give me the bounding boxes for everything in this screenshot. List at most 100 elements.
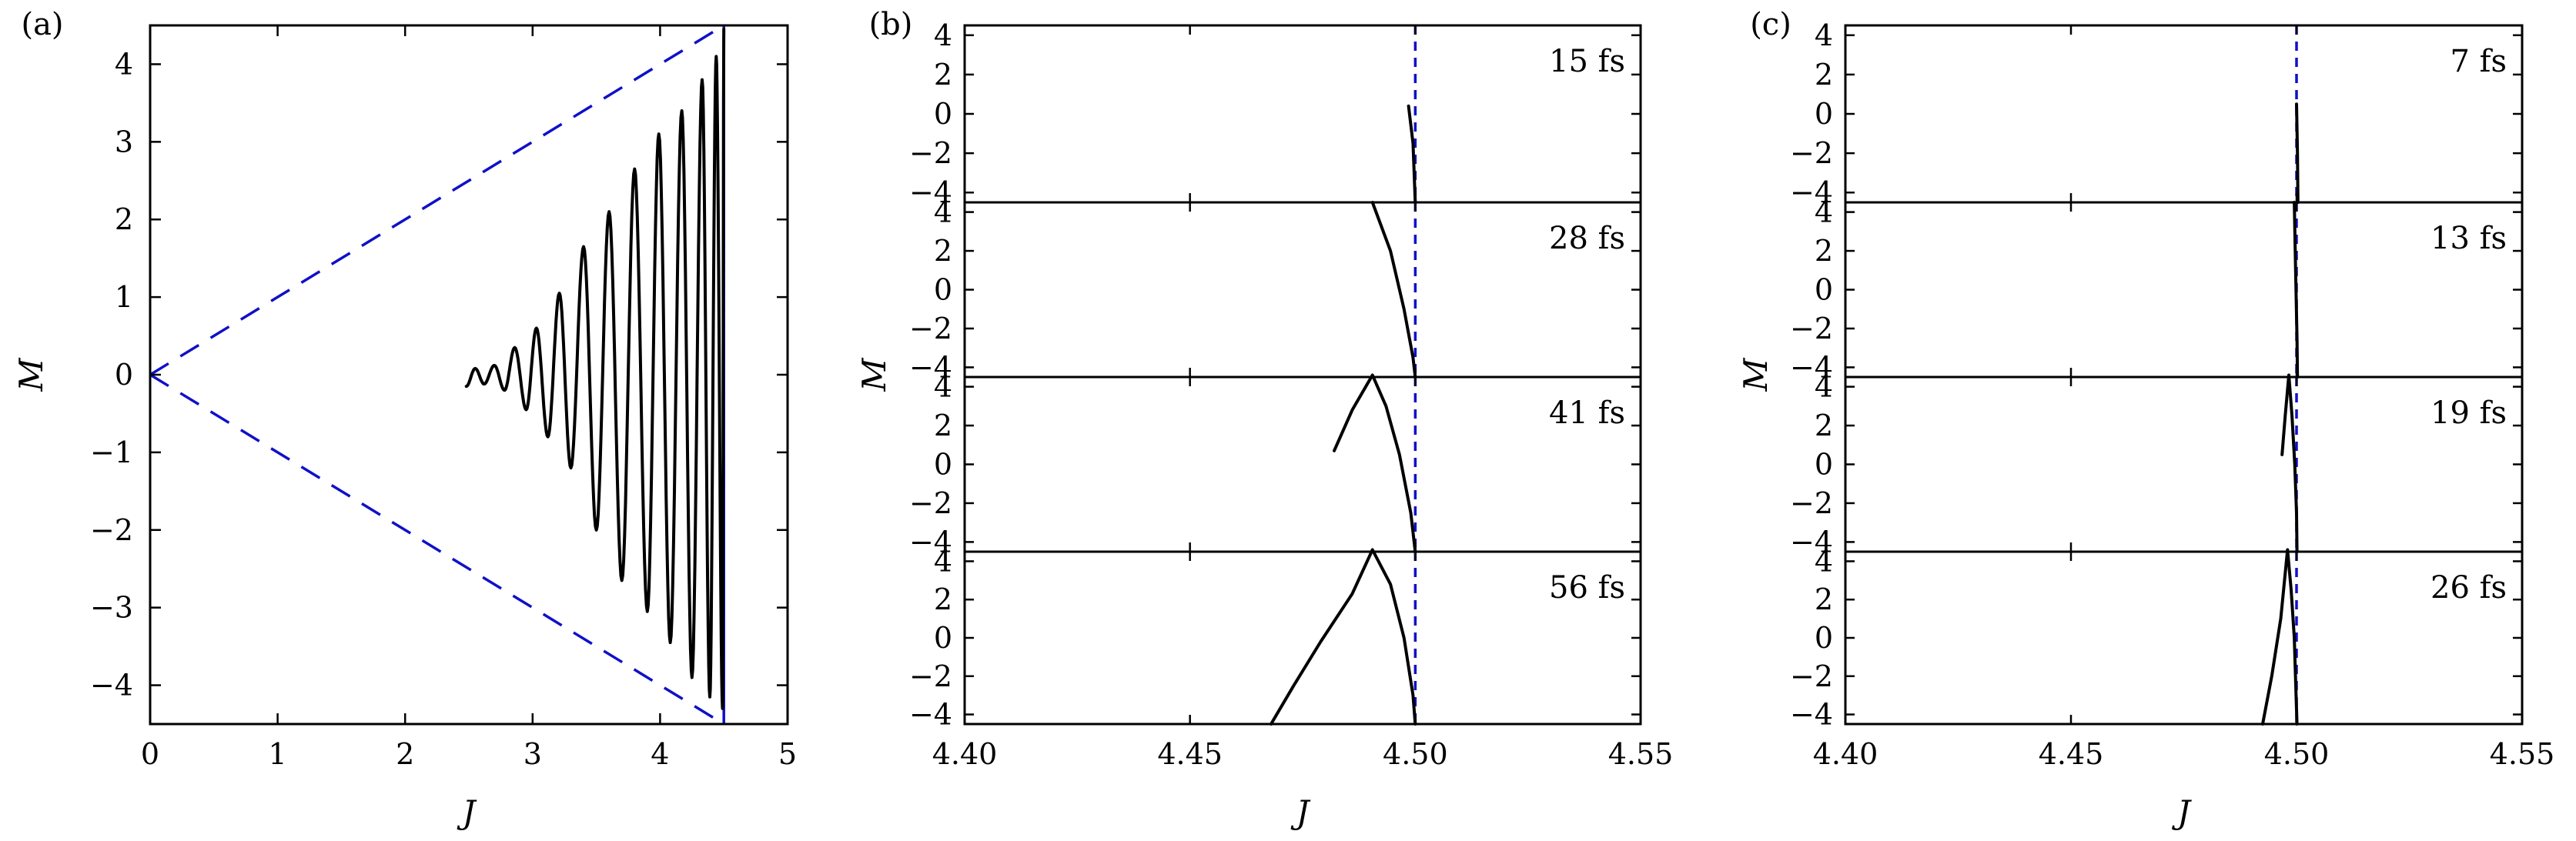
y-tick-label: −3 (90, 591, 133, 625)
y-tick-label: 0 (1815, 448, 1833, 482)
time-label: 19 fs (2430, 395, 2507, 431)
y-tick-label: −2 (1790, 312, 1833, 345)
x-tick-label: 0 (141, 737, 159, 771)
y-axis-title: M (1737, 358, 1775, 392)
subplot-2: −4 −2 0 2 4 28 fs (909, 195, 1642, 384)
y-axis-title: M (855, 358, 893, 392)
x-axis-title: J (1290, 793, 1311, 831)
subplot-frame (963, 550, 1642, 726)
y-tick-label: 4 (934, 195, 952, 229)
panel-label: (a) (21, 7, 63, 42)
series-line (1370, 201, 1417, 379)
y-tick-label: −2 (1790, 486, 1833, 520)
subplot-4: −4 −2 0 2 4 26 fs (1790, 544, 2524, 732)
subplot-3: −4 −2 0 2 4 41 fs (909, 370, 1642, 559)
y-tick-label: −4 (909, 350, 952, 384)
y-tick-label: 4 (1815, 18, 1833, 52)
subplot-frame (1844, 201, 2524, 379)
y-tick-label: −4 (90, 669, 133, 703)
x-axis-title: J (2171, 793, 2192, 831)
panel-label: (b) (869, 7, 913, 42)
series-line (2293, 201, 2300, 379)
x-tick-label: 4.50 (2264, 737, 2330, 771)
x-tick-label: 4.40 (1813, 737, 1878, 771)
time-label: 7 fs (2451, 44, 2507, 79)
y-tick-label: 4 (934, 18, 952, 52)
x-tick-label: 3 (524, 737, 542, 771)
time-label: 28 fs (1549, 221, 1625, 256)
y-tick-label: 2 (1815, 582, 1833, 616)
series-line (2295, 102, 2300, 204)
series-line (464, 28, 726, 710)
y-tick-label: 2 (934, 582, 952, 616)
y-tick-label: −4 (1790, 175, 1833, 209)
subplot-4: −4 −2 0 2 4 56 fs (909, 544, 1642, 732)
time-label: 41 fs (1549, 395, 1625, 431)
x-tick-label: 4.50 (1383, 737, 1448, 771)
y-tick-label: 1 (115, 280, 133, 314)
y-tick-label: 4 (934, 544, 952, 578)
reference-line (149, 24, 725, 376)
y-tick-label: 0 (1815, 273, 1833, 307)
x-tick-label: 4.55 (2490, 737, 2555, 771)
panel-label: (c) (1750, 7, 1791, 42)
series-line (1270, 548, 1417, 726)
y-tick-label: −4 (909, 698, 952, 732)
series-line (2261, 548, 2299, 726)
subplot-frame (1844, 24, 2524, 204)
y-tick-label: −4 (1790, 525, 1833, 559)
y-tick-label: 3 (115, 125, 133, 159)
subplot-frame (963, 24, 1642, 204)
x-tick-label: 1 (269, 737, 287, 771)
panel-a: (a) 0 1 2 3 4 5 −4 −3 −2 −1 0 1 2 3 4 J M (12, 7, 797, 831)
x-tick-label: 4.40 (932, 737, 998, 771)
y-tick-label: −4 (909, 525, 952, 559)
y-tick-label: −2 (909, 659, 952, 693)
y-tick-label: 0 (934, 273, 952, 307)
y-tick-label: 0 (1815, 97, 1833, 131)
plot-frame (149, 24, 789, 726)
x-tick-label: 4.45 (1157, 737, 1223, 771)
subplot-frame (1844, 375, 2524, 553)
time-label: 56 fs (1549, 570, 1625, 606)
series-line (2280, 373, 2299, 553)
y-tick-label: −4 (909, 175, 952, 209)
x-tick-label: 5 (778, 737, 797, 771)
x-tick-label: 4 (651, 737, 669, 771)
time-label: 26 fs (2430, 570, 2507, 606)
y-tick-label: 4 (1815, 544, 1833, 578)
y-tick-label: −2 (90, 513, 133, 547)
x-tick-label: 4.55 (1608, 737, 1674, 771)
y-tick-label: 2 (115, 202, 133, 236)
y-tick-label: −1 (90, 436, 133, 469)
subplot-frame (963, 375, 1642, 553)
y-tick-label: −2 (909, 486, 952, 520)
y-axis-title: M (12, 358, 50, 392)
y-tick-label: 2 (1815, 234, 1833, 268)
y-tick-label: −2 (909, 312, 952, 345)
y-tick-label: 4 (115, 47, 133, 81)
y-tick-label: 2 (934, 234, 952, 268)
subplot-frame (963, 201, 1642, 379)
y-tick-label: 0 (115, 358, 133, 392)
y-tick-label: 4 (934, 370, 952, 404)
series-line (1407, 104, 1417, 204)
y-tick-label: 0 (934, 448, 952, 482)
subplot-3: −4 −2 0 2 4 19 fs (1790, 370, 2524, 559)
subplot-2: −4 −2 0 2 4 13 fs (1790, 195, 2524, 384)
y-tick-label: −4 (1790, 350, 1833, 384)
subplot-1: −4 −2 0 2 4 7 fs (1790, 18, 2524, 209)
y-tick-label: 0 (1815, 621, 1833, 655)
y-tick-label: 2 (1815, 409, 1833, 442)
reference-line (149, 373, 725, 726)
y-tick-label: 2 (934, 58, 952, 92)
y-tick-label: −2 (1790, 659, 1833, 693)
time-label: 13 fs (2430, 221, 2507, 256)
y-tick-label: 2 (934, 409, 952, 442)
y-tick-label: −2 (909, 136, 952, 170)
time-label: 15 fs (1549, 44, 1625, 79)
x-tick-label: 4.45 (2039, 737, 2104, 771)
